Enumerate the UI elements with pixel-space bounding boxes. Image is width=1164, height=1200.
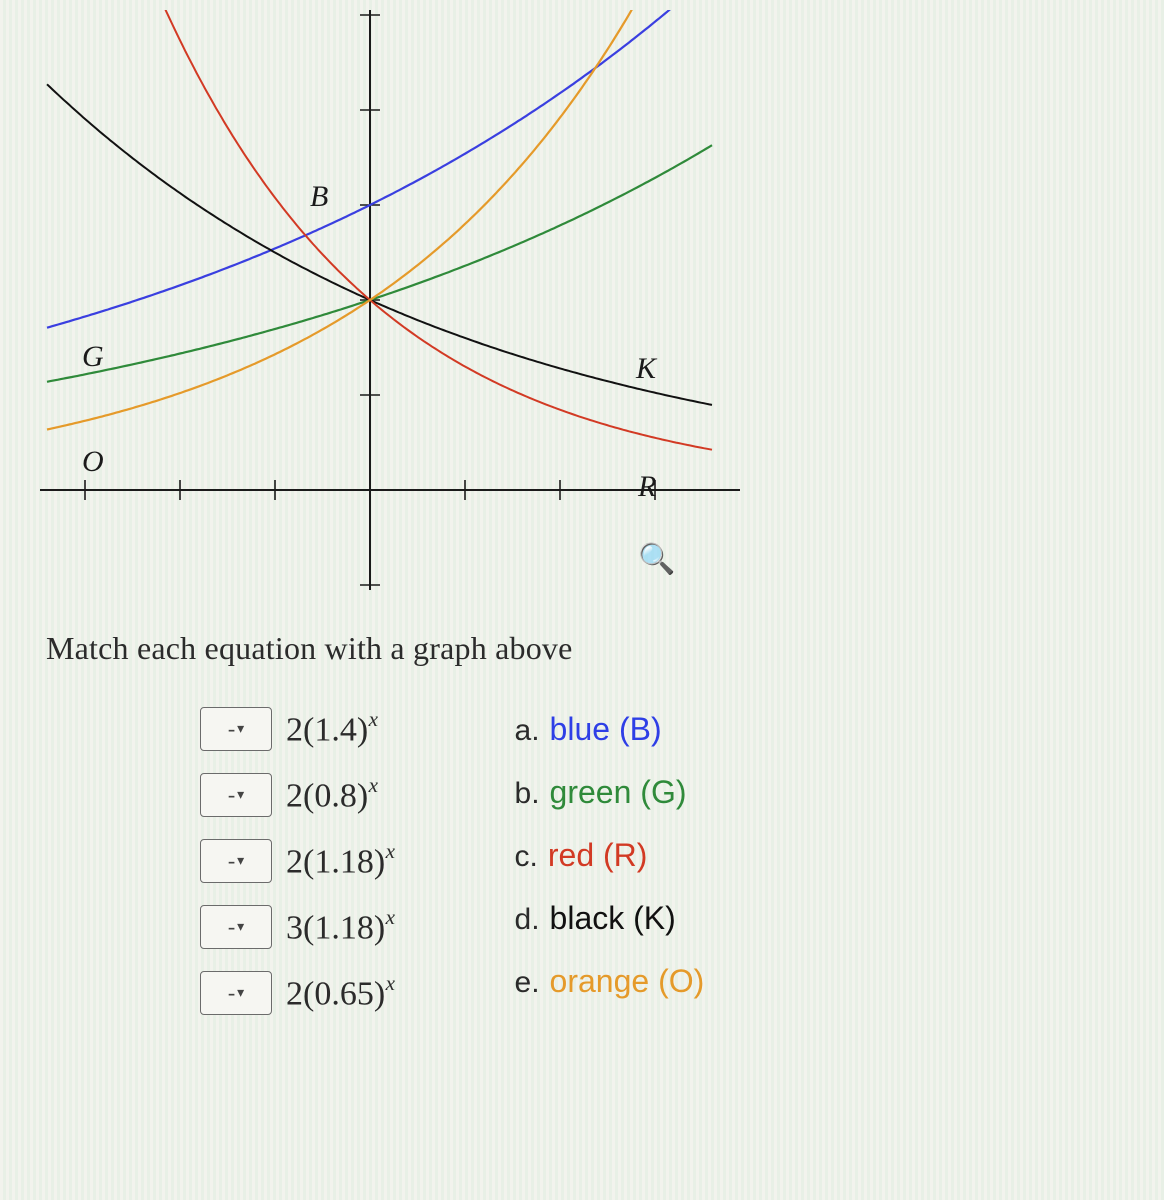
- answer-option: c. red (R): [515, 837, 705, 874]
- answer-key: c.: [515, 840, 538, 874]
- magnifier-icon[interactable]: 🔍: [638, 542, 675, 577]
- answer-color-name: green (G): [550, 774, 687, 811]
- curve-label-R: R: [638, 470, 656, 504]
- equation-text: 2(1.4)x: [286, 709, 378, 749]
- answer-option: d. black (K): [515, 900, 705, 937]
- chevron-down-icon: ▾: [237, 985, 244, 1002]
- curve-label-B: B: [310, 180, 328, 214]
- dropdown-value: -: [228, 782, 235, 808]
- answer-color-name: red (R): [548, 837, 648, 874]
- match-dropdown[interactable]: -▾: [200, 971, 272, 1015]
- answer-color-name: black (K): [550, 900, 676, 937]
- dropdown-value: -: [228, 914, 235, 940]
- match-dropdown[interactable]: -▾: [200, 773, 272, 817]
- equation-text: 2(0.8)x: [286, 775, 378, 815]
- equation-row: -▾ 2(0.65)x: [200, 971, 395, 1015]
- chevron-down-icon: ▾: [237, 919, 244, 936]
- match-dropdown[interactable]: -▾: [200, 905, 272, 949]
- dropdown-value: -: [228, 848, 235, 874]
- answer-key: a.: [515, 714, 540, 748]
- answer-key: b.: [515, 777, 540, 811]
- equation-row: -▾ 2(0.8)x: [200, 773, 395, 817]
- question-prompt: Match each equation with a graph above: [46, 630, 1120, 667]
- curve-label-O: O: [82, 445, 104, 479]
- match-dropdown[interactable]: -▾: [200, 839, 272, 883]
- answer-key: d.: [515, 903, 540, 937]
- answer-option: a. blue (B): [515, 711, 705, 748]
- answer-color-name: blue (B): [550, 711, 662, 748]
- chevron-down-icon: ▾: [237, 721, 244, 738]
- equation-row: -▾ 2(1.4)x: [200, 707, 395, 751]
- equation-text: 3(1.18)x: [286, 907, 395, 947]
- equation-list: -▾2(1.4)x-▾2(0.8)x-▾2(1.18)x-▾3(1.18)x-▾…: [200, 707, 395, 1015]
- chevron-down-icon: ▾: [237, 853, 244, 870]
- dropdown-value: -: [228, 980, 235, 1006]
- chart-svg: [40, 10, 740, 590]
- equation-row: -▾ 3(1.18)x: [200, 905, 395, 949]
- answer-option: e. orange (O): [515, 963, 705, 1000]
- chart-area: B G O K R 🔍: [40, 10, 740, 590]
- answer-option: b. green (G): [515, 774, 705, 811]
- equation-text: 2(1.18)x: [286, 841, 395, 881]
- answer-color-name: orange (O): [550, 963, 705, 1000]
- dropdown-value: -: [228, 716, 235, 742]
- answer-list: a. blue (B) b. green (G) c. red (R)d. black (K…: [515, 707, 705, 1015]
- match-dropdown[interactable]: -▾: [200, 707, 272, 751]
- curve-label-K: K: [636, 352, 656, 386]
- equation-row: -▾ 2(1.18)x: [200, 839, 395, 883]
- answer-key: e.: [515, 966, 540, 1000]
- equation-text: 2(0.65)x: [286, 973, 395, 1013]
- curve-label-G: G: [82, 340, 104, 374]
- chevron-down-icon: ▾: [237, 787, 244, 804]
